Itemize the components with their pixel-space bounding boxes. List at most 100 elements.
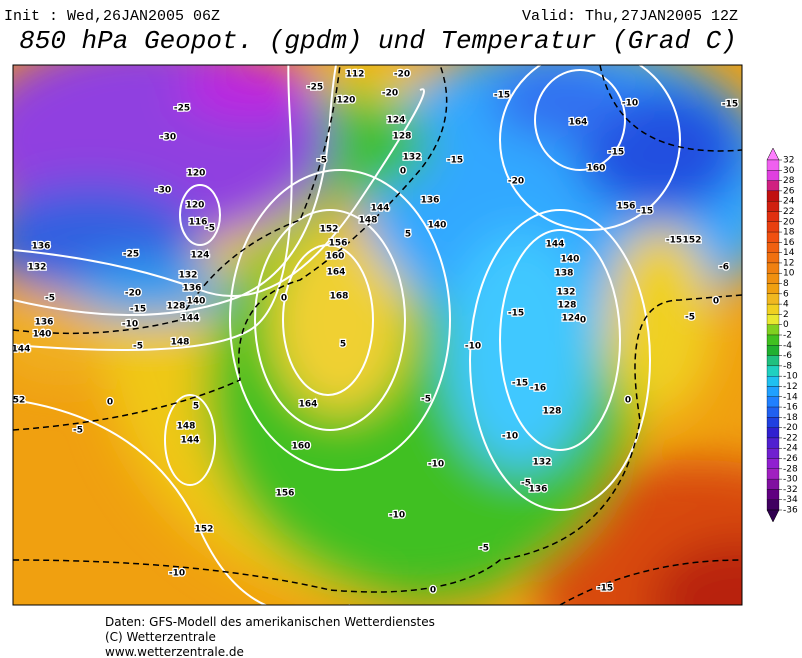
colorbar-label: 26	[783, 186, 795, 196]
colorbar-label: 4	[783, 300, 789, 310]
contour-label: -25	[123, 250, 139, 260]
contour-label: 152	[320, 225, 339, 235]
footer-url: www.wetterzentrale.de	[105, 645, 244, 658]
colorbar-label: 8	[783, 279, 789, 289]
colorbar-label: 10	[783, 269, 795, 279]
map-title: 850 hPa Geopot. (gpdm) und Temperatur (G…	[19, 26, 737, 56]
colorbar-segment	[766, 499, 780, 511]
contour-label: 0	[400, 167, 406, 177]
map: -25 112 -20 -20 120 -25 -30 124 128 132 -15 -15 -10 1…	[12, 65, 742, 605]
colorbar-label: 22	[783, 207, 794, 217]
contour-label: -15	[494, 91, 510, 101]
contour-label: 124	[191, 251, 210, 261]
contour-label: 164	[327, 268, 346, 278]
colorbar-label: -36	[783, 506, 798, 516]
contour-label: -20	[508, 177, 524, 187]
contour-label: -10	[622, 99, 638, 109]
colorbar-label: 14	[783, 248, 795, 258]
colorbar-segment	[766, 252, 780, 264]
colorbar-segment	[766, 406, 780, 418]
colorbar-label: 24	[783, 197, 795, 207]
colorbar-segment	[766, 314, 780, 325]
contour-label: 164	[569, 118, 588, 128]
contour-label: 136	[421, 196, 440, 206]
colorbar-segment	[766, 190, 780, 202]
contour-label: -20	[382, 89, 398, 99]
contour-label: 0	[713, 297, 719, 307]
contour-label: -10	[502, 432, 518, 442]
colorbar-label: -2	[783, 331, 792, 341]
colorbar-label: 16	[783, 238, 795, 248]
colorbar-cap	[766, 509, 780, 523]
colorbar-label: -10	[783, 372, 798, 382]
contour-label: 148	[171, 338, 190, 348]
colorbar-segment	[766, 242, 780, 253]
contour-label: -10	[428, 460, 444, 470]
colorbar-segment	[766, 170, 780, 181]
colorbar-label: -8	[783, 361, 792, 371]
contour-label: 138	[555, 269, 574, 279]
colorbar-label: -20	[783, 423, 798, 433]
contour-label: -10	[465, 342, 481, 352]
contour-label: -5	[205, 224, 215, 234]
colorbar-segment	[766, 324, 780, 336]
contour-label: 132	[28, 263, 47, 273]
valid-time: Valid: Thu,27JAN2005 12Z	[522, 8, 738, 25]
colorbar-cap	[766, 147, 780, 161]
contour-label: 156	[617, 202, 636, 212]
contour-label: 152	[683, 236, 702, 246]
colorbar-segment	[766, 365, 780, 377]
contour-label: 140	[428, 221, 447, 231]
contour-label: 124	[387, 116, 406, 126]
colorbar-segment	[766, 448, 780, 459]
colorbar-label: 32	[783, 156, 794, 166]
contour-label: 144	[371, 204, 390, 214]
contour-label: -10	[122, 320, 138, 330]
colorbar-segment	[766, 231, 780, 243]
contour-label: 120	[337, 96, 356, 106]
colorbar-segment	[766, 458, 780, 469]
contour-label: 144	[181, 436, 200, 446]
contour-label: 168	[330, 292, 349, 302]
contour-label: 160	[326, 252, 345, 262]
contour-label: -5	[133, 342, 143, 352]
colorbar-segment	[766, 345, 780, 356]
contour-label: 132	[179, 271, 198, 281]
colorbar-label: 0	[783, 320, 789, 330]
colorbar-label: -26	[783, 454, 798, 464]
footer-copyright: (C) Wetterzentrale	[105, 630, 216, 644]
colorbar-label: -16	[783, 403, 798, 413]
contour-label: -5	[685, 313, 695, 323]
colorbar-label: -12	[783, 382, 798, 392]
colorbar-segment	[766, 221, 780, 233]
init-time: Init : Wed,26JAN2005 06Z	[4, 8, 220, 25]
colorbar-label: 20	[783, 217, 795, 227]
contour-label: -15	[597, 584, 613, 594]
colorbar-label: 2	[783, 310, 789, 320]
contour-label: -5	[521, 479, 531, 489]
colorbar-label: -18	[783, 413, 798, 423]
contour-label: 148	[177, 422, 196, 432]
contour-label: -5	[479, 544, 489, 554]
contour-label: -5	[317, 156, 327, 166]
colorbar-segment	[766, 437, 780, 449]
colorbar-label: -6	[783, 351, 792, 361]
contour-label: 152	[195, 525, 214, 535]
colorbar-segment	[766, 180, 780, 192]
colorbar-segment	[766, 334, 780, 346]
contour-label: 144	[12, 345, 31, 355]
contour-label: -20	[125, 289, 141, 299]
colorbar-segment	[766, 262, 780, 274]
contour-label: -15	[447, 156, 463, 166]
colorbar-label: 30	[783, 166, 795, 176]
contour-label: 128	[393, 132, 412, 142]
contour-label: -15	[722, 100, 738, 110]
contour-label: -6	[719, 263, 729, 273]
contour-label: 120	[186, 201, 205, 211]
contour-label: -15	[508, 309, 524, 319]
contour-label: -5	[73, 426, 83, 436]
colorbar-segment	[766, 211, 780, 222]
colorbar-label: 28	[783, 176, 795, 186]
contour-label: -15	[608, 148, 624, 158]
colorbar-label: -30	[783, 475, 798, 485]
